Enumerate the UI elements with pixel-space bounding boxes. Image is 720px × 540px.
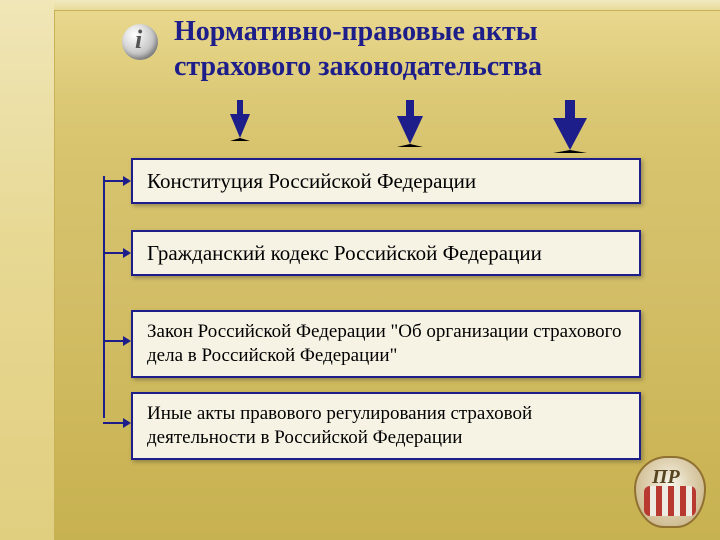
info-icon: i [122,24,158,60]
logo-monogram: ПР [652,466,680,489]
connector-arrowhead-1 [123,176,131,186]
slide: i Нормативно-правовые акты страхового за… [0,0,720,540]
connector-arrowhead-4 [123,418,131,428]
arrow-row [0,100,720,148]
connector-arrowhead-3 [123,336,131,346]
top-stripe [54,0,720,11]
connector-arm-3 [103,340,123,342]
item-text-2: Гражданский кодекс Российской Федерации [147,241,542,265]
connector-arm-2 [103,252,123,254]
flag-bars [644,486,696,516]
page-title: Нормативно-правовые акты страхового зако… [174,14,674,84]
item-text-3: Закон Российской Федерации "Об организац… [147,321,622,366]
left-stripe [0,0,55,540]
connector-arrowhead-2 [123,248,131,258]
item-box-1: Конституция Российской Федерации [131,158,641,204]
item-text-1: Конституция Российской Федерации [147,169,476,193]
connector-arm-4 [103,422,123,424]
item-text-4: Иные акты правового регулирования страхо… [147,403,532,448]
item-box-3: Закон Российской Федерации "Об организац… [131,310,641,378]
connector-arm-1 [103,180,123,182]
connector-spine [103,176,105,418]
info-glyph: i [135,25,142,55]
item-box-2: Гражданский кодекс Российской Федерации [131,230,641,276]
item-box-4: Иные акты правового регулирования страхо… [131,392,641,460]
emblem-logo: ПР [634,456,706,528]
